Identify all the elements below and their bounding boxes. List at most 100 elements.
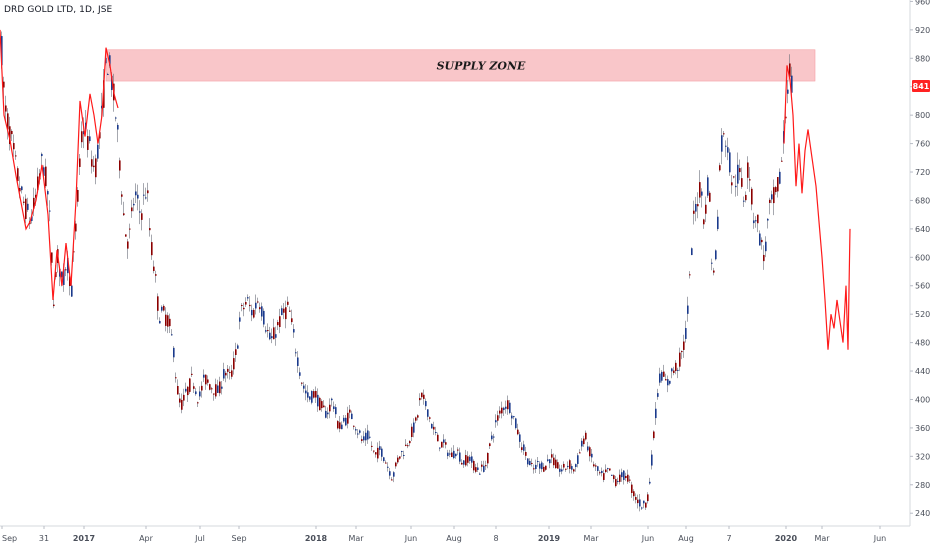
candle-down: [613, 475, 615, 480]
candle-down: [181, 399, 183, 410]
candle-up: [203, 374, 205, 378]
candle-up: [707, 177, 709, 196]
candle-down: [267, 330, 269, 332]
y-tick-label: 680: [915, 196, 930, 205]
candle-down: [231, 370, 233, 377]
candle-down: [421, 392, 423, 398]
candle-down: [485, 465, 487, 467]
candle-up: [1, 36, 3, 66]
x-axis: Sep 31 2017 Apr Jul Sep 2018 Mar Jun Aug 8 2019 Mar J…: [0, 525, 910, 543]
candle-up: [443, 439, 445, 443]
candle-up: [737, 164, 739, 184]
candle-down: [13, 143, 15, 150]
candle-up: [335, 407, 337, 415]
candle-down: [277, 322, 279, 326]
candle-up: [379, 446, 381, 450]
candle-down: [683, 341, 685, 350]
candle-up: [297, 357, 299, 366]
candle-down: [437, 434, 439, 442]
candle-up: [439, 447, 441, 449]
candle-up: [135, 191, 137, 196]
candle-down: [177, 386, 179, 395]
candle-up: [115, 117, 117, 119]
x-tick-label: Sep: [2, 534, 17, 543]
candle-down: [405, 444, 407, 446]
candle-up: [771, 194, 773, 200]
candle-down: [131, 207, 133, 212]
candle-down: [465, 455, 467, 466]
candle-up: [791, 75, 793, 93]
candle-up: [359, 430, 361, 433]
candle-up: [539, 463, 541, 469]
y-tick-label: 240: [915, 509, 930, 518]
candle-up: [779, 171, 781, 184]
candle-up: [101, 105, 103, 109]
candle-up: [63, 269, 65, 285]
candle-down: [761, 239, 763, 243]
candle-down: [23, 201, 25, 203]
candle-up: [369, 436, 371, 438]
candle-up: [271, 336, 273, 339]
candle-up: [255, 302, 257, 309]
candle-down: [415, 417, 417, 421]
candle-up: [83, 131, 85, 135]
candle-up: [251, 309, 253, 316]
candle-up: [541, 462, 543, 470]
candle-down: [337, 421, 339, 429]
candle-up: [549, 459, 551, 464]
candle-down: [417, 415, 419, 418]
candle-up: [575, 464, 577, 468]
candle-down: [693, 210, 695, 214]
candle-up: [661, 371, 663, 381]
candle-down: [441, 441, 443, 448]
candle-down: [87, 136, 89, 150]
candle-up: [161, 306, 163, 311]
candle-down: [533, 468, 535, 470]
candle-up: [623, 470, 625, 480]
candle-up: [453, 450, 455, 459]
candle-down: [565, 468, 567, 470]
candle-up: [387, 466, 389, 468]
candle-up: [107, 74, 109, 76]
candle-down: [645, 502, 647, 508]
candle-down: [625, 476, 627, 479]
candle-up: [41, 153, 43, 157]
candle-up: [491, 435, 493, 440]
candle-up: [171, 334, 173, 336]
y-tick-label: 560: [915, 282, 930, 291]
candle-up: [97, 144, 99, 159]
candle-down: [789, 63, 791, 77]
candle-down: [153, 266, 155, 271]
candle-down: [741, 178, 743, 187]
candle-down: [287, 301, 289, 305]
y-tick-label: 760: [915, 140, 930, 149]
candle-down: [775, 187, 777, 193]
candle-down: [751, 188, 753, 205]
x-tick-label: Jun: [873, 534, 887, 543]
candle-down: [593, 464, 595, 467]
candle-up: [393, 472, 395, 477]
candle-down: [709, 192, 711, 202]
candle-down: [627, 474, 629, 482]
candle-up: [495, 420, 497, 423]
supply-zone-box: [105, 49, 816, 82]
candle-down: [289, 310, 291, 312]
x-tick-label: 2019: [538, 534, 561, 543]
candle-up: [159, 320, 161, 324]
candle-down: [349, 409, 351, 413]
candle-down: [65, 269, 67, 271]
candle-down: [579, 452, 581, 454]
candle-up: [459, 452, 461, 462]
candle-down: [147, 190, 149, 194]
candle-up: [133, 203, 135, 206]
candle-down: [763, 254, 765, 262]
candle-down: [629, 479, 631, 481]
candle-down: [149, 228, 151, 231]
candle-down: [773, 187, 775, 204]
candle-down: [95, 158, 97, 178]
candle-down: [487, 452, 489, 464]
candle-down: [583, 438, 585, 445]
candle-down: [347, 412, 349, 424]
candle-down: [557, 462, 559, 469]
